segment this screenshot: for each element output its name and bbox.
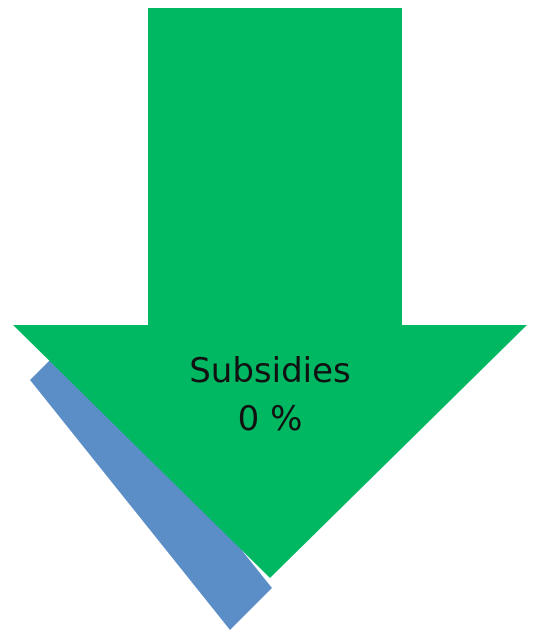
diagonal-stripe [30, 338, 272, 630]
subsidies-value: 0 % [237, 399, 303, 439]
arrow-label-group: Subsidies 0 % [140, 347, 400, 443]
subsidies-label: Subsidies [189, 351, 351, 391]
down-arrow [13, 8, 527, 578]
